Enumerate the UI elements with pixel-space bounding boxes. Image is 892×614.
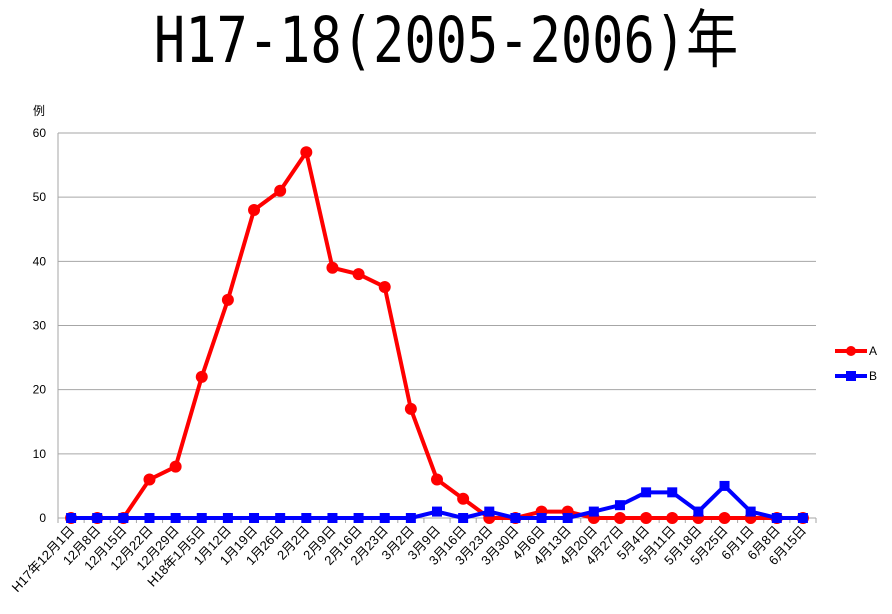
series-a-marker bbox=[613, 512, 626, 524]
series-b-marker bbox=[771, 513, 782, 523]
chart-title: H17-18(2005-2006)年 bbox=[154, 3, 738, 77]
series-b-marker bbox=[536, 513, 547, 523]
series-a-marker bbox=[352, 268, 365, 281]
series-a-marker bbox=[326, 261, 339, 274]
series-b-marker bbox=[118, 513, 129, 523]
series-b-marker bbox=[484, 506, 495, 517]
y-tick-label: 10 bbox=[33, 447, 47, 461]
series-a-marker bbox=[404, 402, 417, 415]
series-a-marker bbox=[431, 473, 443, 486]
series-b-marker bbox=[588, 506, 599, 517]
legend-label: B bbox=[869, 369, 877, 383]
series-a-marker bbox=[457, 492, 470, 505]
series-b-marker bbox=[693, 506, 704, 517]
series-b-marker bbox=[719, 480, 730, 491]
series-b-marker bbox=[170, 513, 181, 523]
series-b-marker bbox=[196, 513, 207, 523]
series-a bbox=[65, 146, 809, 524]
series-b-marker bbox=[222, 513, 233, 523]
y-tick-label: 0 bbox=[39, 511, 46, 525]
y-tick-label: 40 bbox=[33, 254, 47, 268]
series-b-marker bbox=[353, 513, 364, 523]
series-b-marker bbox=[249, 513, 260, 523]
series-b-marker bbox=[144, 513, 155, 523]
series-a-marker bbox=[378, 281, 391, 293]
series-layer bbox=[65, 146, 809, 524]
series-b-marker bbox=[797, 513, 808, 523]
legend: AB bbox=[835, 344, 877, 383]
series-a-marker bbox=[274, 184, 287, 197]
legend-label: A bbox=[869, 344, 877, 358]
series-a-marker bbox=[666, 512, 679, 524]
series-b-marker bbox=[562, 513, 573, 523]
series-b-marker bbox=[66, 513, 77, 523]
series-a-marker bbox=[640, 512, 653, 524]
series-b bbox=[66, 480, 808, 523]
y-axis-label: 例 bbox=[33, 104, 45, 118]
y-tick-label: 20 bbox=[33, 383, 47, 397]
gridlines bbox=[57, 132, 816, 519]
series-a-marker bbox=[221, 293, 234, 306]
series-b-marker bbox=[405, 513, 416, 523]
legend-item-b: B bbox=[835, 369, 877, 383]
series-b-marker bbox=[614, 500, 625, 511]
chart-title-group: H17-18(2005-2006)年 bbox=[154, 3, 738, 77]
series-b-marker bbox=[92, 513, 103, 523]
y-tick-label: 30 bbox=[33, 319, 47, 333]
series-a-marker bbox=[169, 460, 182, 473]
series-b-marker bbox=[327, 513, 338, 523]
series-b-marker bbox=[458, 513, 469, 523]
series-a-marker bbox=[300, 146, 313, 159]
series-a-marker bbox=[195, 370, 208, 383]
series-b-marker bbox=[432, 506, 442, 517]
series-a-marker bbox=[248, 204, 261, 216]
y-tick-label: 60 bbox=[33, 126, 47, 140]
legend-swatch-marker bbox=[846, 371, 856, 381]
y-axis-ticks: 0 10 20 30 40 50 60 bbox=[33, 126, 47, 525]
series-b-marker bbox=[667, 487, 678, 498]
series-b-marker bbox=[745, 506, 756, 517]
series-a-line bbox=[71, 150, 803, 520]
x-axis: H17年12月1日12月8日12月15日12月22日12月29日H18年1月5日… bbox=[9, 518, 817, 595]
series-b-marker bbox=[641, 487, 652, 498]
series-b-marker bbox=[379, 513, 390, 523]
series-b-marker bbox=[510, 513, 521, 523]
y-tick-label: 50 bbox=[33, 190, 47, 204]
series-b-marker bbox=[301, 513, 312, 523]
legend-swatch-marker bbox=[846, 346, 856, 356]
series-a-marker bbox=[718, 512, 731, 524]
series-b-marker bbox=[275, 513, 286, 523]
series-a-marker bbox=[143, 473, 156, 486]
legend-item-a: A bbox=[835, 344, 877, 358]
